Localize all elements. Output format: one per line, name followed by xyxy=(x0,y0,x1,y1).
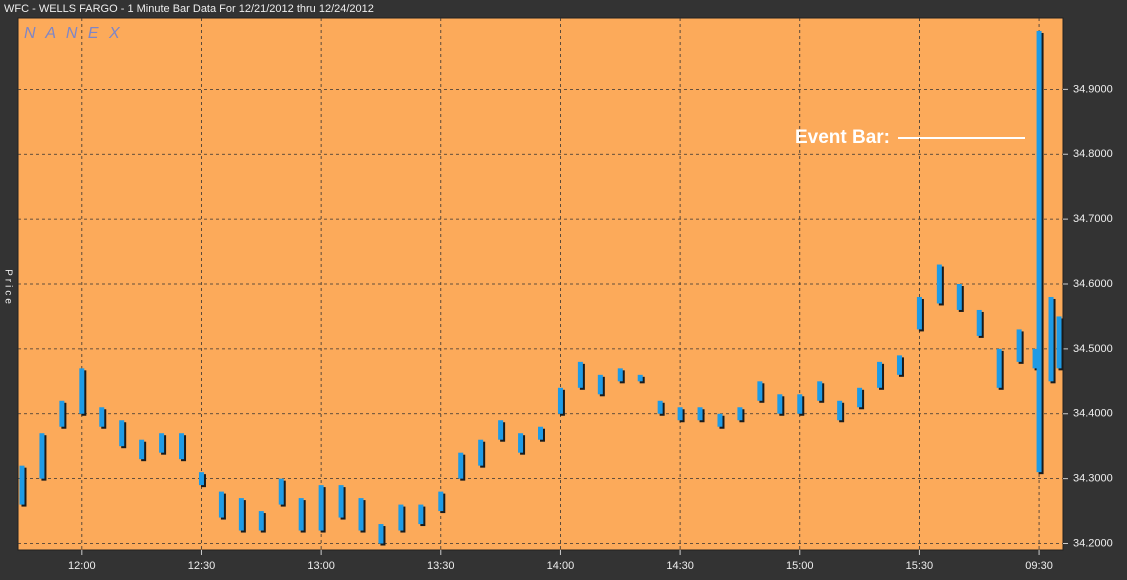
bar xyxy=(378,524,384,544)
bar xyxy=(79,368,85,414)
x-tick-label: 15:00 xyxy=(786,560,814,572)
y-tick-label: 34.6000 xyxy=(1073,278,1113,290)
bar xyxy=(218,491,224,518)
annotation: Event Bar: xyxy=(795,127,890,148)
bar xyxy=(398,504,404,531)
bar xyxy=(438,491,444,512)
y-tick-label: 34.8000 xyxy=(1073,148,1113,160)
bar xyxy=(198,472,204,486)
bar xyxy=(936,264,942,304)
bar xyxy=(737,407,743,421)
x-tick-label: 12:00 xyxy=(68,560,96,572)
bar xyxy=(1056,316,1062,369)
bar xyxy=(1016,329,1022,362)
bar xyxy=(318,485,324,531)
bar xyxy=(777,394,783,414)
bar xyxy=(996,348,1002,388)
bar xyxy=(896,355,902,375)
x-tick-label: 14:00 xyxy=(547,560,575,572)
bar xyxy=(837,400,843,421)
x-tick-label: 14:30 xyxy=(666,560,694,572)
bar xyxy=(677,407,683,421)
bar xyxy=(1036,30,1042,473)
bar xyxy=(338,485,344,518)
chart-title: WFC - WELLS FARGO - 1 Minute Bar Data Fo… xyxy=(4,3,374,15)
bar xyxy=(797,394,803,414)
x-tick-label: 09:30 xyxy=(1025,560,1053,572)
bar xyxy=(717,413,723,427)
y-tick-label: 34.2000 xyxy=(1073,537,1113,549)
bar xyxy=(518,433,524,453)
bar xyxy=(478,439,484,466)
bar xyxy=(238,498,244,531)
bar xyxy=(498,420,504,440)
bar xyxy=(757,381,763,401)
bar xyxy=(617,368,623,382)
bar xyxy=(877,361,883,388)
bar xyxy=(976,309,982,336)
bar xyxy=(458,452,464,479)
x-tick-label: 12:30 xyxy=(188,560,216,572)
x-tick-label: 13:30 xyxy=(427,560,455,572)
bar xyxy=(557,387,563,414)
y-tick-label: 34.4000 xyxy=(1073,408,1113,420)
y-tick-label: 34.9000 xyxy=(1073,83,1113,95)
bar xyxy=(298,498,304,531)
bar xyxy=(657,400,663,414)
bar xyxy=(418,504,424,525)
bar xyxy=(697,407,703,421)
bar xyxy=(179,433,185,460)
bar xyxy=(59,400,65,427)
bar xyxy=(857,387,863,408)
bar xyxy=(538,426,543,440)
bar xyxy=(119,420,125,447)
watermark: N A N E X xyxy=(24,25,123,42)
bar xyxy=(159,433,165,453)
bar xyxy=(258,511,264,531)
bar xyxy=(577,361,583,388)
bar xyxy=(139,439,145,460)
bar xyxy=(637,374,643,382)
y-axis-label: Price xyxy=(2,269,13,307)
bar xyxy=(956,284,962,310)
bar xyxy=(39,433,45,479)
bar xyxy=(278,478,284,505)
x-tick-label: 15:30 xyxy=(906,560,934,572)
bar xyxy=(597,374,603,395)
bar xyxy=(916,296,922,330)
bar xyxy=(1032,348,1038,369)
bar xyxy=(1048,296,1054,382)
y-tick-label: 34.5000 xyxy=(1073,343,1113,355)
bar xyxy=(19,465,25,505)
y-tick-label: 34.3000 xyxy=(1073,473,1113,485)
y-tick-label: 34.7000 xyxy=(1073,213,1113,225)
x-tick-label: 13:00 xyxy=(307,560,335,572)
bar xyxy=(358,498,364,531)
bar xyxy=(817,381,823,401)
bar xyxy=(99,407,105,427)
